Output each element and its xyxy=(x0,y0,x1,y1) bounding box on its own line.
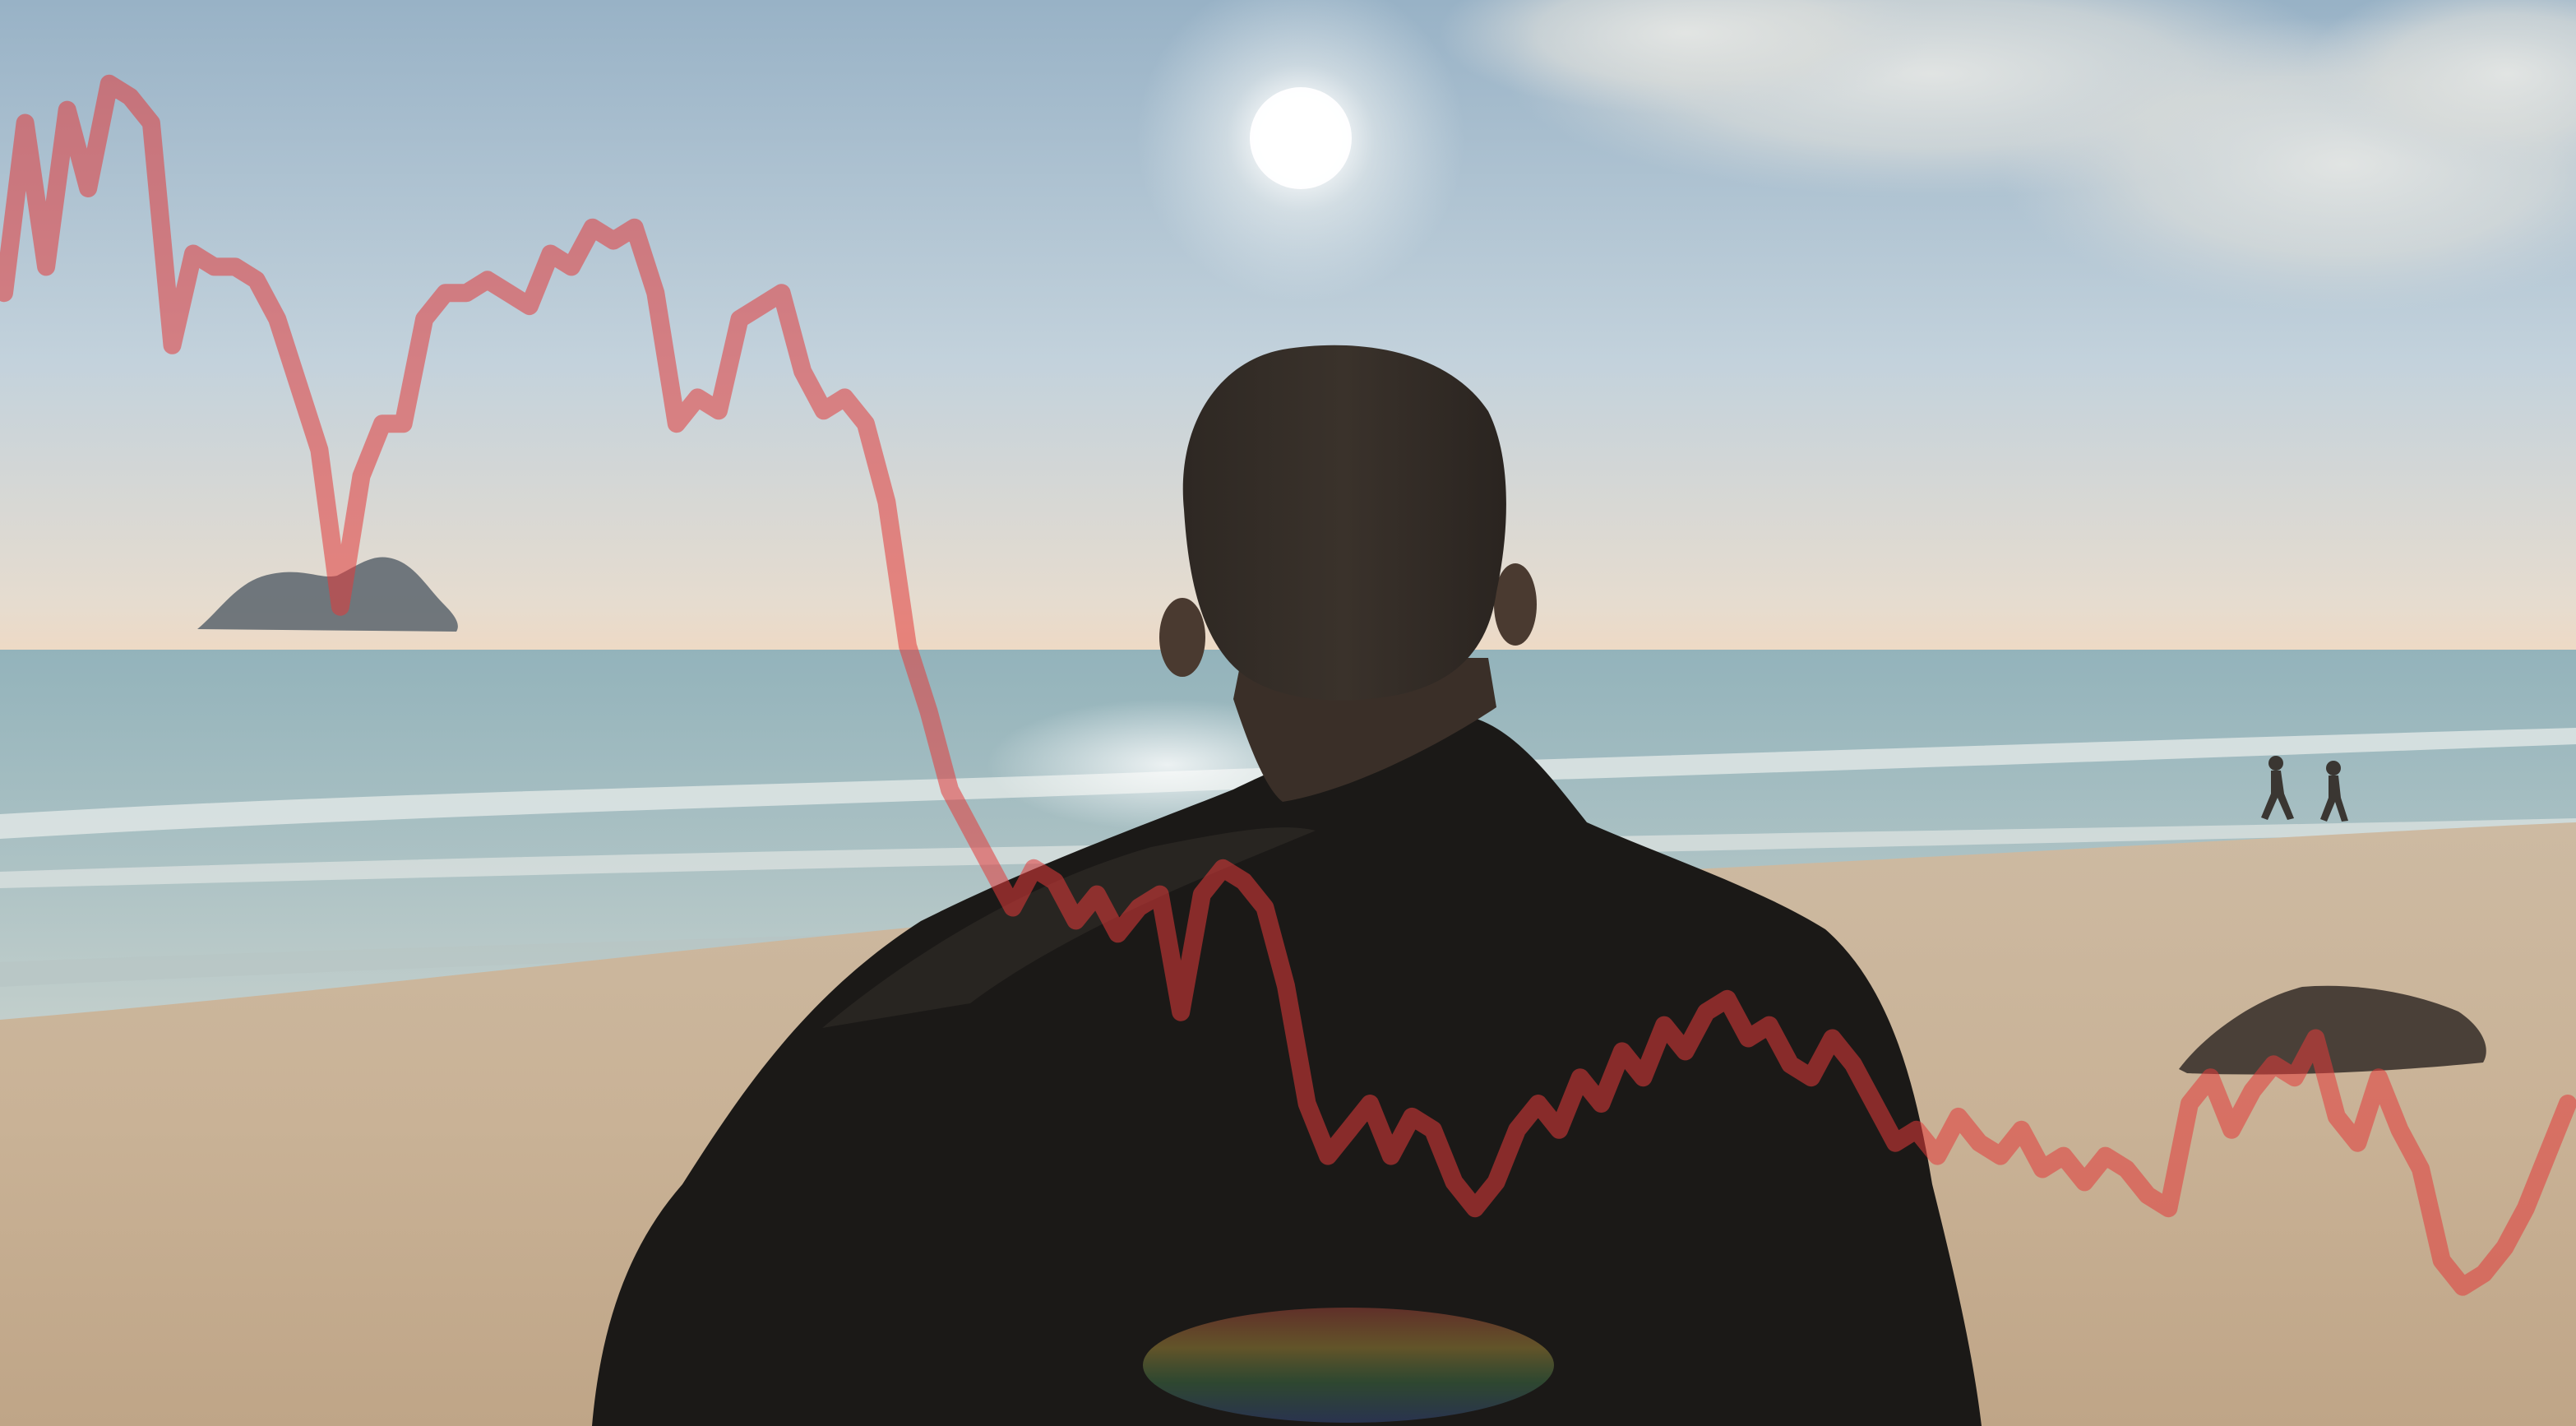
head xyxy=(1182,345,1506,701)
jacket xyxy=(592,715,1982,1426)
left-ear xyxy=(1159,598,1205,677)
clouds xyxy=(1439,0,2576,313)
right-ear xyxy=(1494,563,1537,646)
overlay-line xyxy=(0,74,2576,1296)
beach-rock xyxy=(2179,985,2486,1075)
rock-island xyxy=(197,557,458,632)
distant-runners xyxy=(2261,756,2348,822)
person-back-view xyxy=(592,345,1982,1426)
lens-flare xyxy=(1143,1308,1554,1423)
